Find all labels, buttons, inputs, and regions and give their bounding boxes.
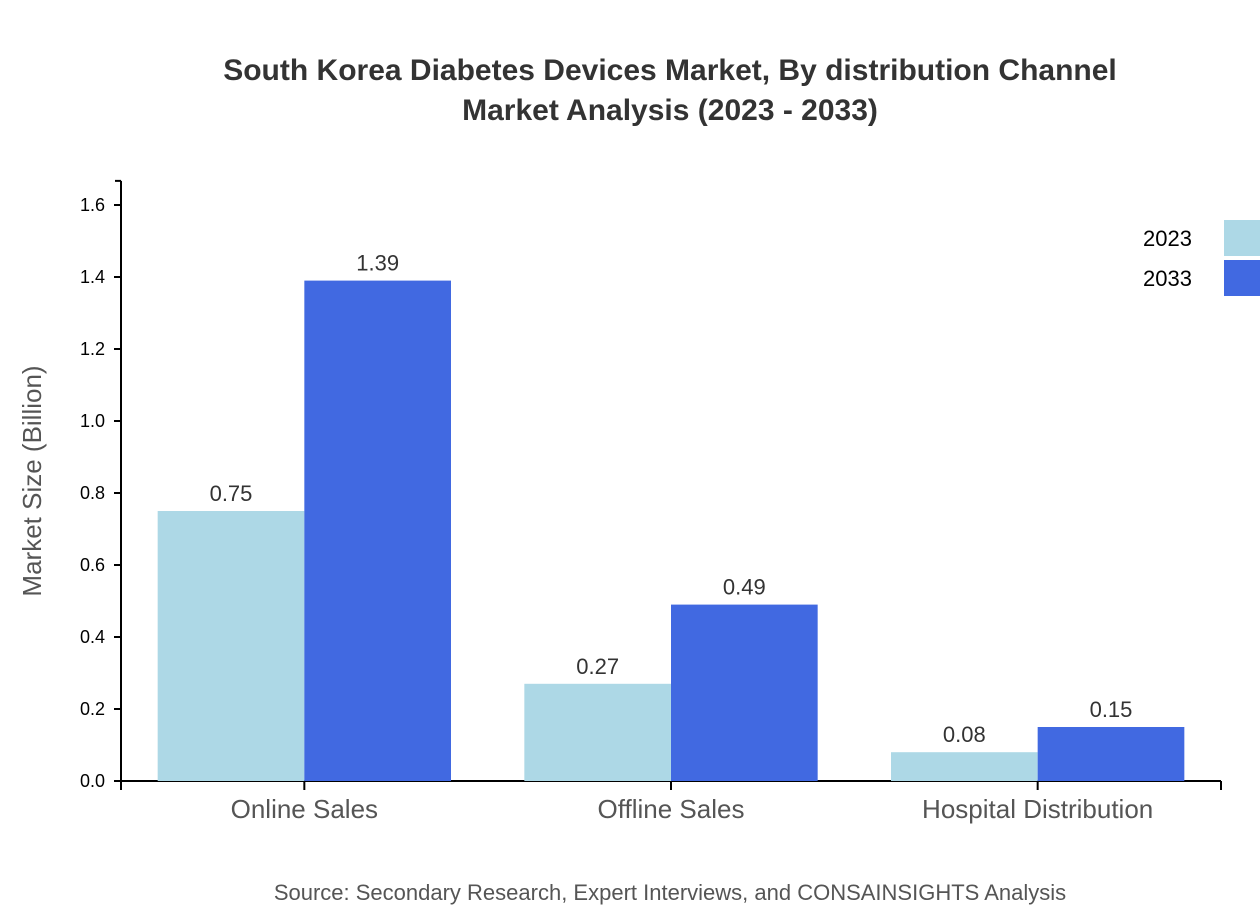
- legend-swatch-2023: [1224, 220, 1260, 256]
- y-tick-label: 1.6: [80, 195, 105, 215]
- y-tick-label: 1.2: [80, 339, 105, 359]
- data-label: 0.75: [210, 481, 253, 506]
- source-note: Source: Secondary Research, Expert Inter…: [274, 880, 1066, 905]
- bar-2023: [157, 511, 305, 781]
- legend-label: 2033: [1143, 266, 1192, 291]
- bar-2033: [304, 280, 451, 781]
- chart-title-line1: South Korea Diabetes Devices Market, By …: [223, 54, 1117, 87]
- x-tick-label: Hospital Distribution: [922, 794, 1153, 824]
- data-label: 1.39: [356, 251, 399, 276]
- bar-2033: [1037, 727, 1185, 781]
- bar-2023: [524, 683, 671, 781]
- bar-2023: [891, 752, 1038, 781]
- y-tick-label: 0.2: [80, 699, 105, 719]
- y-axis-label: Market Size (Billion): [17, 365, 47, 596]
- x-tick-label: Offline Sales: [598, 794, 745, 824]
- bar-2033: [671, 604, 818, 781]
- y-tick-label: 1.0: [80, 411, 105, 431]
- data-label: 0.08: [943, 722, 986, 747]
- x-tick-label: Online Sales: [231, 794, 378, 824]
- legend-label: 2023: [1143, 226, 1192, 251]
- y-tick-label: 0.6: [80, 555, 105, 575]
- y-tick-label: 0.4: [80, 627, 105, 647]
- y-tick-label: 0.8: [80, 483, 105, 503]
- y-tick-label: 1.4: [80, 267, 105, 287]
- data-label: 0.15: [1090, 697, 1133, 722]
- data-label: 0.27: [576, 654, 619, 679]
- y-tick-label: 0.0: [80, 771, 105, 791]
- legend-swatch-2033: [1224, 260, 1260, 296]
- chart-title-line2: Market Analysis (2023 - 2033): [462, 94, 878, 127]
- data-label: 0.49: [723, 575, 766, 600]
